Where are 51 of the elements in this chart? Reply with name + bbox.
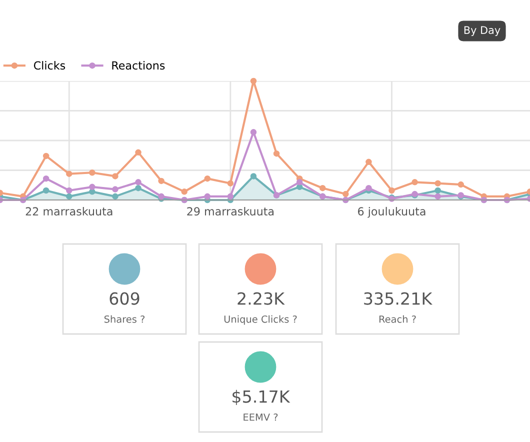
point bbox=[135, 179, 142, 186]
text: 609 bbox=[110, 292, 140, 305]
point bbox=[366, 184, 372, 192]
point bbox=[227, 180, 234, 186]
text: $5.17K bbox=[232, 390, 290, 406]
point bbox=[458, 181, 464, 188]
point bbox=[135, 149, 142, 156]
point bbox=[434, 180, 441, 186]
point bbox=[42, 152, 50, 160]
point bbox=[135, 184, 142, 192]
point bbox=[434, 187, 441, 194]
point bbox=[112, 193, 118, 200]
point bbox=[42, 187, 50, 194]
text: By Day bbox=[464, 26, 500, 36]
point bbox=[250, 173, 257, 180]
point bbox=[227, 193, 234, 200]
point bbox=[204, 175, 211, 182]
point bbox=[66, 170, 72, 177]
point bbox=[158, 193, 164, 200]
point bbox=[434, 193, 441, 200]
text: 335.21K bbox=[364, 292, 432, 305]
point bbox=[296, 184, 303, 190]
x-tick-label: 6 joulukuuta bbox=[358, 206, 426, 218]
point bbox=[42, 175, 50, 182]
point bbox=[158, 178, 164, 184]
point bbox=[388, 187, 395, 194]
point bbox=[366, 158, 372, 166]
text: Unique Clicks ? bbox=[224, 315, 297, 325]
point bbox=[66, 193, 72, 200]
point bbox=[66, 187, 72, 194]
point bbox=[204, 193, 211, 200]
legend-label: Reactions bbox=[112, 61, 165, 70]
point bbox=[319, 184, 326, 192]
x-tick-label: 22 marraskuuta bbox=[26, 206, 112, 216]
text: Reach ? bbox=[379, 315, 416, 323]
point bbox=[296, 179, 303, 186]
point bbox=[250, 78, 257, 84]
point bbox=[342, 190, 349, 198]
point bbox=[112, 173, 118, 180]
point bbox=[181, 188, 188, 195]
point bbox=[273, 150, 280, 157]
point bbox=[112, 186, 118, 192]
text: 2.23K bbox=[238, 292, 285, 305]
point bbox=[89, 184, 96, 190]
x-tick-label: 29 marraskuuta bbox=[187, 206, 274, 216]
text: Shares ? bbox=[104, 315, 145, 323]
text: EEMV ? bbox=[244, 413, 278, 421]
point bbox=[412, 179, 418, 186]
legend-label: Clicks bbox=[34, 61, 66, 70]
point bbox=[250, 129, 257, 136]
point bbox=[89, 170, 96, 176]
